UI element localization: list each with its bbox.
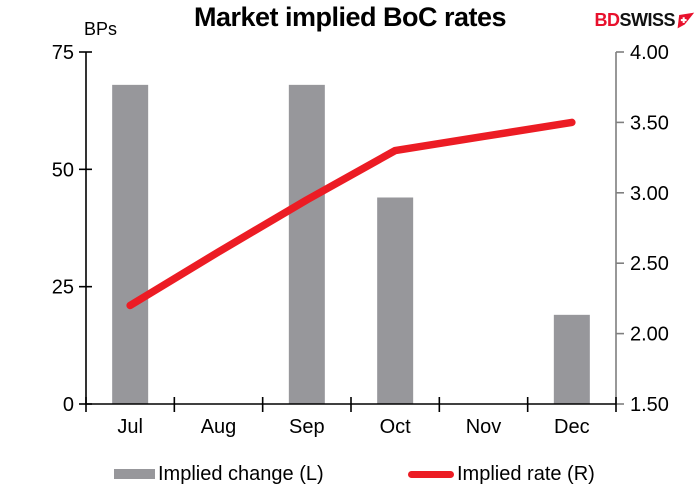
implied-rate-line	[126, 118, 576, 310]
right-axis-tick-label: 3.50	[630, 112, 669, 134]
left-axis-tick-label: 25	[52, 277, 74, 299]
logo-text-swiss: SWISS	[619, 10, 675, 30]
chart-title: Market implied BoC rates	[193, 2, 507, 32]
title-row: Market implied BoC rates	[0, 2, 700, 33]
legend-item-implied-rate: Implied rate (R)	[408, 462, 595, 486]
right-axis-tick-label: 2.50	[630, 253, 669, 275]
month-label-nov: Nov	[466, 416, 502, 438]
legend-swatch-bar	[114, 469, 155, 479]
left-axis-tick-label: 50	[52, 159, 74, 181]
legend-label-implied-change: Implied change (L)	[158, 462, 324, 485]
bdswiss-logo: BD SWISS	[594, 10, 695, 31]
bar-dec	[553, 314, 590, 404]
legend-label-implied-rate: Implied rate (R)	[457, 462, 595, 485]
month-label-jul: Jul	[117, 416, 143, 438]
right-axis-tick-label: 2.00	[630, 324, 669, 346]
right-axis-tick-label: 3.00	[630, 183, 669, 205]
right-axis-tick-label: 4.00	[630, 42, 669, 64]
bar-jul	[112, 84, 149, 404]
bar-sep	[288, 84, 325, 404]
month-label-aug: Aug	[201, 416, 237, 438]
left-axis-tick-label: 0	[63, 394, 74, 416]
bar-oct	[377, 197, 414, 404]
right-axis-tick-label: 1.50	[630, 394, 669, 416]
month-label-dec: Dec	[554, 416, 590, 438]
month-label-sep: Sep	[289, 416, 325, 438]
logo-text-bd: BD	[594, 10, 620, 30]
plot-area: 0 25 50 75 1.50 2.00 2.50 3.00 3.50 4.00 Jul Aug Sep…	[52, 42, 669, 438]
legend-item-implied-change: Implied change (L)	[114, 462, 324, 486]
legend-swatch-line	[408, 470, 454, 478]
left-axis-unit-label: BPs	[84, 19, 118, 39]
swiss-flag-arrow-icon	[677, 12, 695, 29]
left-axis-tick-label: 75	[52, 42, 74, 64]
month-label-oct: Oct	[380, 416, 412, 438]
